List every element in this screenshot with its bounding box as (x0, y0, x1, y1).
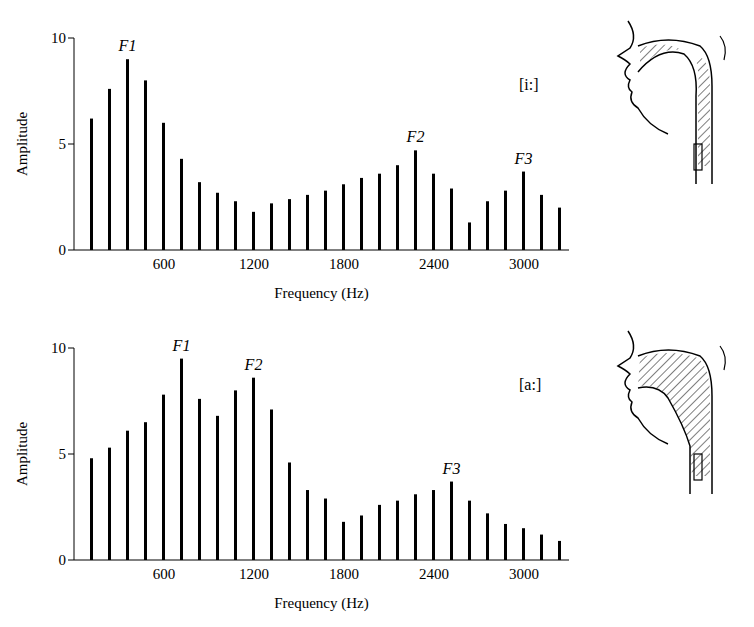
svg-text:3000: 3000 (509, 256, 539, 272)
svg-text:600: 600 (153, 256, 176, 272)
svg-text:2400: 2400 (419, 566, 449, 582)
svg-text:10: 10 (51, 30, 66, 46)
svg-text:F2: F2 (244, 356, 263, 373)
svg-text:3000: 3000 (509, 566, 539, 582)
svg-text:2400: 2400 (419, 256, 449, 272)
svg-text:F1: F1 (118, 37, 137, 54)
html-text:[i:]: [i:] (519, 76, 539, 93)
svg-text:Frequency (Hz): Frequency (Hz) (274, 285, 369, 302)
svg-text:1800: 1800 (329, 256, 359, 272)
svg-text:1200: 1200 (239, 566, 269, 582)
svg-text:F2: F2 (406, 128, 425, 145)
svg-text:Amplitude: Amplitude (14, 422, 30, 487)
svg-text:Amplitude: Amplitude (14, 112, 30, 177)
svg-text:Frequency (Hz): Frequency (Hz) (274, 595, 369, 612)
html-text:[a:]: [a:] (519, 376, 542, 393)
svg-text:0: 0 (59, 552, 67, 568)
svg-text:5: 5 (59, 446, 67, 462)
svg-text:0: 0 (59, 242, 67, 258)
svg-text:5: 5 (59, 136, 67, 152)
svg-text:600: 600 (153, 566, 176, 582)
svg-text:1800: 1800 (329, 566, 359, 582)
svg-text:F3: F3 (442, 460, 461, 477)
svg-text:1200: 1200 (239, 256, 269, 272)
svg-text:F1: F1 (172, 337, 191, 354)
svg-text:10: 10 (51, 340, 66, 356)
svg-text:F3: F3 (514, 150, 533, 167)
